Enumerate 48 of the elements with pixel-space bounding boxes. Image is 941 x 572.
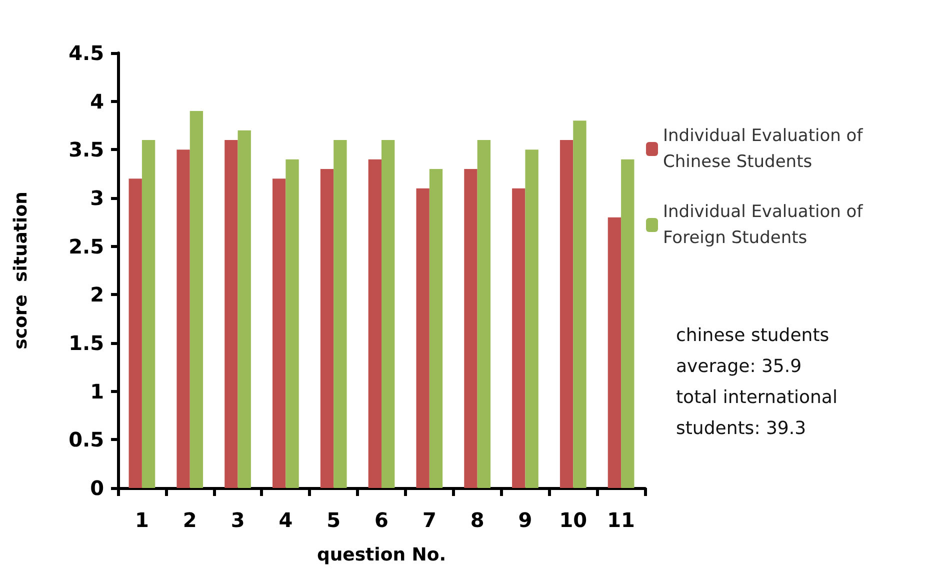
legend-label: Individual Evaluation of Chinese Students [663, 126, 868, 172]
y-tick-label: 0 [90, 476, 104, 500]
y-tick-label: 3.5 [68, 138, 104, 162]
y-tick-label: 4.5 [68, 41, 104, 65]
y-axis-title: score situation [10, 192, 32, 350]
bar [334, 140, 347, 488]
bar [272, 178, 286, 488]
x-tick-label: 6 [374, 508, 388, 532]
x-tick-label: 8 [470, 508, 484, 532]
legend-label: Individual Evaluation of Foreign Students [663, 202, 868, 248]
x-tick-label: 4 [278, 508, 293, 532]
bar [238, 130, 251, 488]
bar [368, 159, 382, 488]
bar [190, 111, 204, 488]
bar [512, 188, 526, 488]
bar [382, 140, 395, 488]
bar [176, 150, 190, 488]
x-tick-label: 1 [134, 508, 149, 532]
bar [320, 169, 334, 488]
text: total international students: 39.3 [676, 387, 844, 439]
x-tick-label: 7 [422, 508, 436, 532]
x-tick-label: 11 [607, 508, 635, 532]
y-tick-label: 1 [90, 379, 104, 404]
bar [286, 159, 299, 488]
bar [608, 217, 622, 488]
y-tick-label: 3 [90, 186, 104, 210]
y-tick-label: 1.5 [68, 331, 104, 355]
bar [525, 150, 538, 488]
x-tick-label: 3 [230, 508, 245, 532]
bar [429, 169, 443, 488]
bar [560, 140, 574, 488]
y-tick-label: 2 [90, 282, 104, 307]
y-tick-label: 0.5 [68, 428, 104, 452]
bar [464, 169, 478, 488]
bar [573, 120, 586, 488]
y-tick-label: 2.5 [68, 234, 104, 258]
x-tick-label: 9 [518, 508, 532, 532]
bar [142, 140, 156, 488]
y-tick-label: 4 [90, 89, 104, 114]
bar [416, 188, 430, 488]
bar [477, 140, 490, 488]
x-tick-label: 5 [326, 508, 341, 532]
bar [621, 159, 634, 488]
bar [224, 140, 238, 488]
bar [128, 178, 142, 488]
x-axis-title: question No. [316, 544, 446, 566]
x-tick-label: 2 [182, 508, 197, 532]
x-tick-label: 10 [559, 508, 588, 532]
